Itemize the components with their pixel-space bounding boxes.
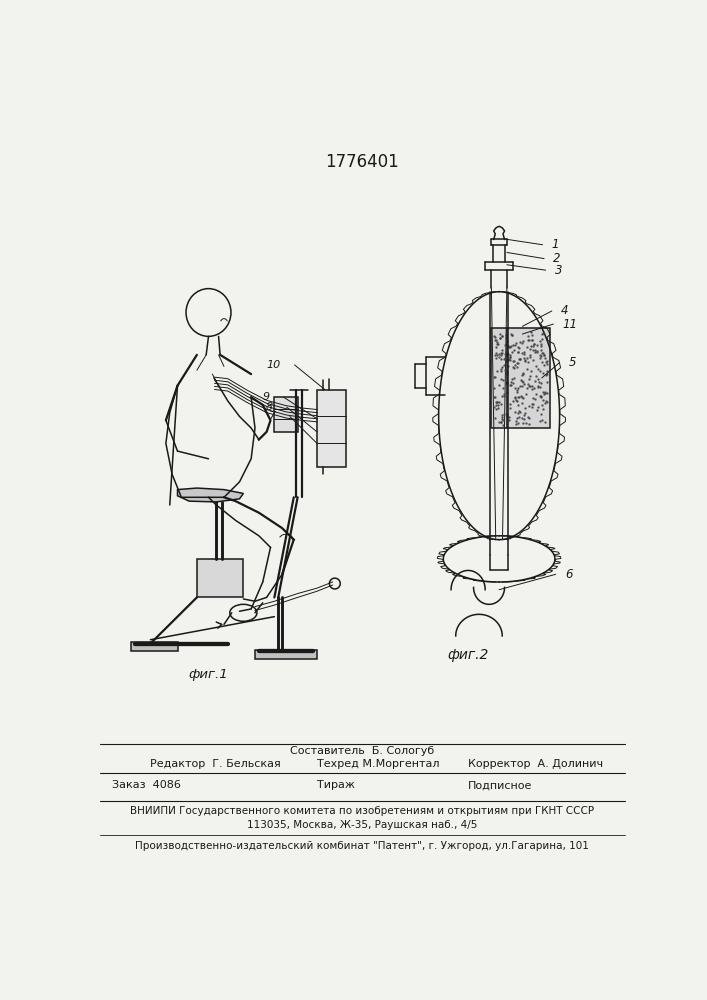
FancyBboxPatch shape xyxy=(131,642,177,651)
Polygon shape xyxy=(177,488,243,502)
Text: 5: 5 xyxy=(569,356,576,369)
Text: Редактор  Г. Бельская: Редактор Г. Бельская xyxy=(151,759,281,769)
Text: 1776401: 1776401 xyxy=(325,153,399,171)
Text: 1: 1 xyxy=(552,238,559,251)
Text: 113035, Москва, Ж-35, Раушская наб., 4/5: 113035, Москва, Ж-35, Раушская наб., 4/5 xyxy=(247,820,477,830)
Text: Производственно-издательский комбинат "Патент", г. Ужгород, ул.Гагарина, 101: Производственно-издательский комбинат "П… xyxy=(135,841,589,851)
FancyBboxPatch shape xyxy=(255,650,317,659)
Text: Заказ  4086: Заказ 4086 xyxy=(112,780,180,790)
Text: 9: 9 xyxy=(262,392,270,402)
FancyBboxPatch shape xyxy=(491,328,549,428)
FancyBboxPatch shape xyxy=(317,389,346,466)
Text: 7: 7 xyxy=(269,411,276,421)
Text: 6: 6 xyxy=(565,568,573,581)
Text: фиг.2: фиг.2 xyxy=(448,648,489,662)
Text: 2: 2 xyxy=(554,252,561,265)
Text: 11: 11 xyxy=(563,318,578,331)
Text: Составитель  Б. Сологуб: Составитель Б. Сологуб xyxy=(290,746,434,756)
Text: ВНИИПИ Государственного комитета по изобретениям и открытиям при ГКНТ СССР: ВНИИПИ Государственного комитета по изоб… xyxy=(130,806,594,816)
Text: фиг.1: фиг.1 xyxy=(189,668,228,681)
Text: Техред М.Моргентал: Техред М.Моргентал xyxy=(317,759,440,769)
Text: Тираж: Тираж xyxy=(317,780,355,790)
Text: 10: 10 xyxy=(267,360,281,370)
Text: Подписное: Подписное xyxy=(468,780,532,790)
Text: 3: 3 xyxy=(555,264,563,277)
FancyBboxPatch shape xyxy=(274,397,298,432)
Text: Корректор  А. Долинич: Корректор А. Долинич xyxy=(468,759,603,769)
Text: 8: 8 xyxy=(266,402,273,412)
Text: 4: 4 xyxy=(561,304,568,317)
FancyBboxPatch shape xyxy=(197,559,243,597)
